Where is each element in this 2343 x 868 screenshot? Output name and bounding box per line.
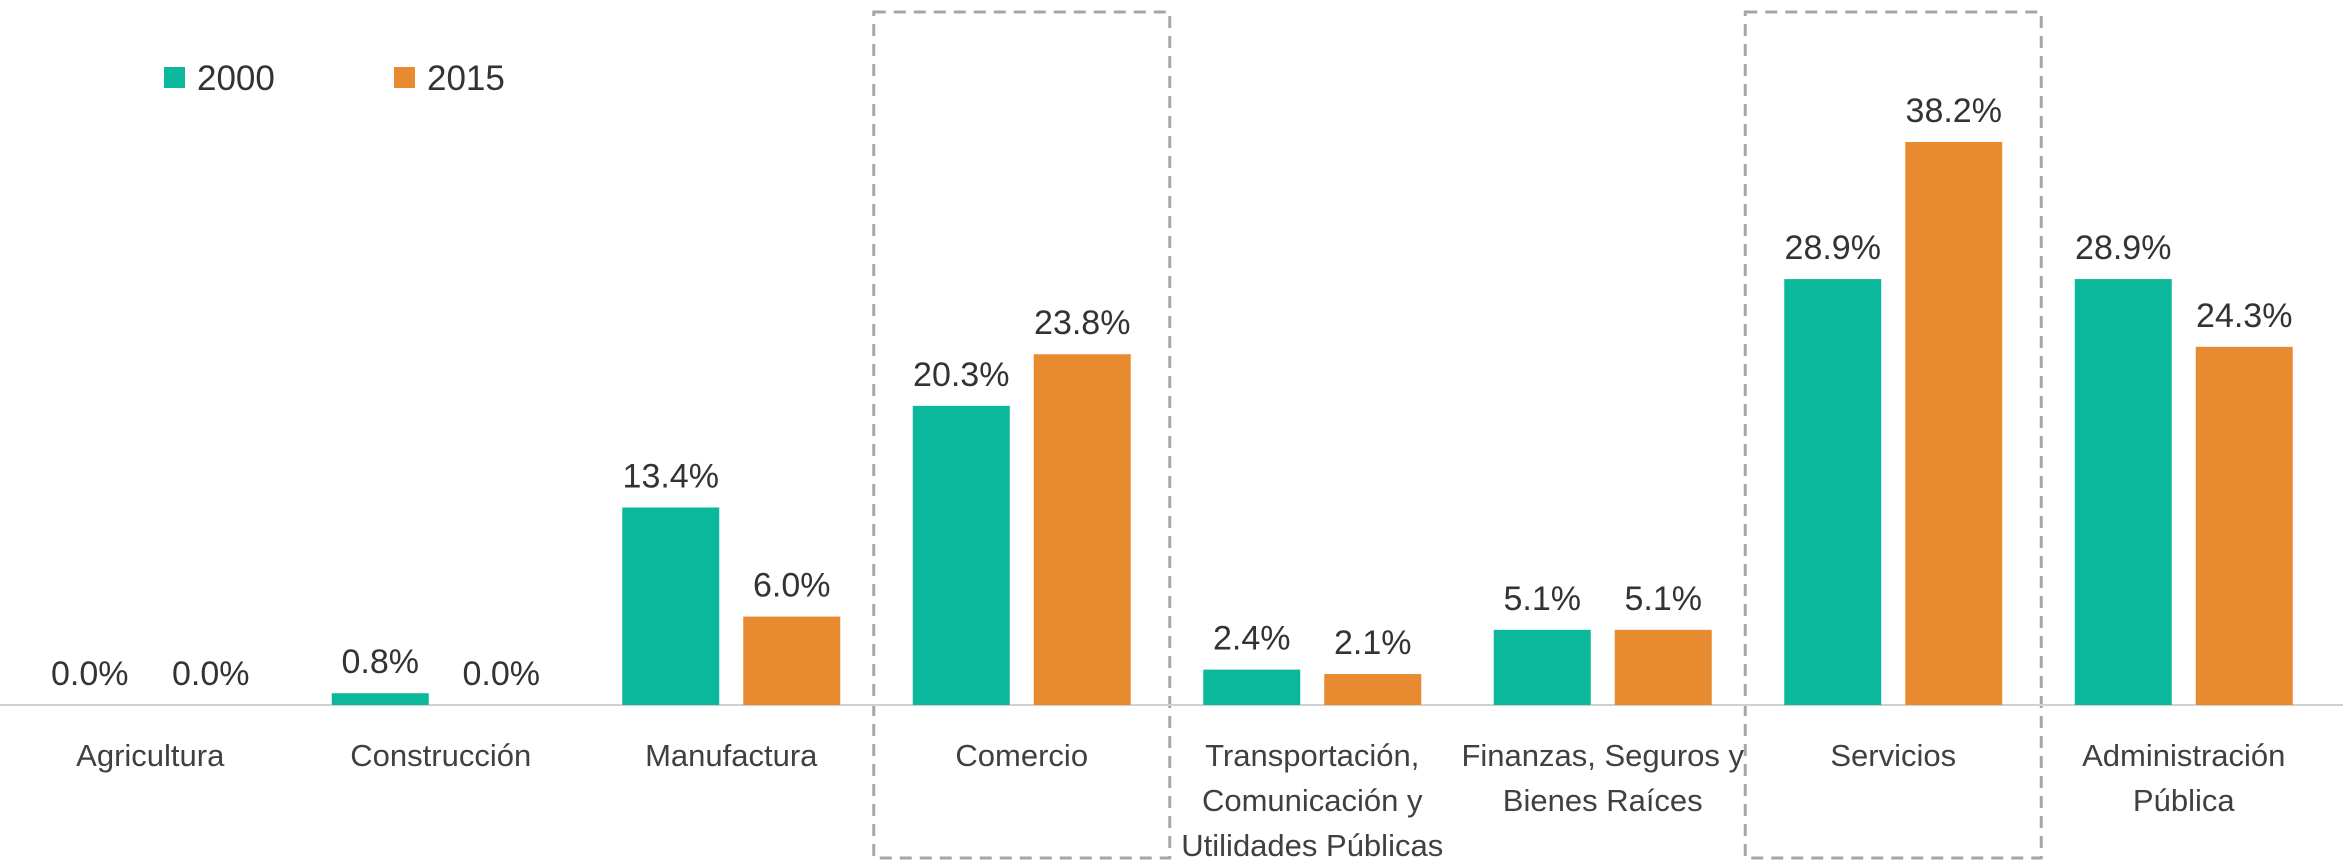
value-label: 5.1% [1625, 580, 1703, 618]
highlight-box [872, 10, 1172, 860]
value-label: 0.0% [463, 655, 541, 693]
value-label: 0.0% [51, 655, 129, 693]
x-tick-label: Finanzas, Seguros y Bienes Raíces [1461, 738, 1745, 818]
value-label: 20.3% [913, 356, 1009, 394]
bar [1784, 279, 1882, 705]
x-tick-label: Comercio [955, 738, 1089, 773]
bar [743, 616, 841, 705]
x-tick-label: Servicios [1830, 738, 1957, 773]
bar [1905, 142, 2003, 705]
legend-label: 2000 [197, 59, 275, 98]
bar [622, 507, 720, 705]
value-label: 5.1% [1504, 580, 1582, 618]
x-tick-label: Administración Pública [2082, 738, 2286, 818]
value-label: 28.9% [1785, 229, 1881, 267]
legend-swatch [164, 67, 185, 88]
value-label: 23.8% [1034, 304, 1130, 342]
value-label: 0.8% [342, 643, 420, 681]
bar [331, 693, 429, 705]
highlight-box [1743, 10, 2043, 860]
bar [1614, 629, 1712, 705]
value-label: 6.0% [753, 567, 831, 605]
bar [912, 405, 1010, 705]
value-label: 2.1% [1334, 624, 1412, 662]
bar [1324, 674, 1422, 705]
bar [2074, 279, 2172, 705]
bar [2195, 346, 2293, 705]
x-tick-label: Construcción [350, 738, 532, 773]
bar [1033, 354, 1131, 705]
value-label: 28.9% [2075, 229, 2171, 267]
x-tick-label: Manufactura [645, 738, 818, 773]
x-tick-label: Transportación, Comunicación y Utilidade… [1181, 738, 1444, 863]
value-label: 2.4% [1213, 620, 1291, 658]
x-tick-label: Agricultura [76, 738, 225, 773]
value-label: 24.3% [2196, 297, 2292, 335]
value-label: 0.0% [172, 655, 250, 693]
legend-label: 2015 [427, 59, 505, 98]
bar [1493, 629, 1591, 705]
value-label: 38.2% [1906, 92, 2002, 130]
bar [1203, 669, 1301, 705]
legend-swatch [394, 67, 415, 88]
value-label: 13.4% [623, 458, 719, 496]
